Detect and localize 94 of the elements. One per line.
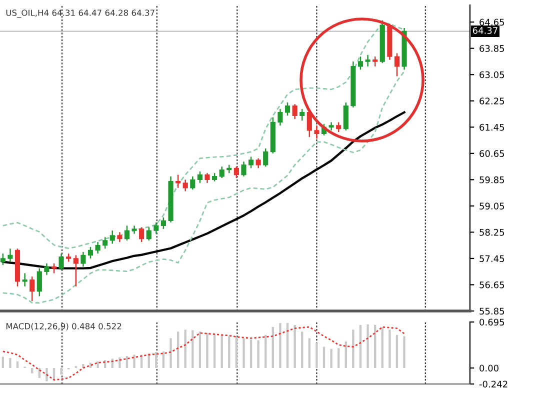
candlestick: [314, 124, 320, 140]
candlestick: [394, 52, 400, 77]
candlestick: [160, 216, 166, 230]
bar: [126, 356, 128, 368]
bar: [330, 348, 332, 368]
candlestick: [204, 172, 210, 184]
bar: [388, 330, 391, 368]
candlestick: [88, 246, 94, 260]
candlestick: [263, 148, 268, 168]
candlestick: [80, 251, 86, 268]
candlestick: [117, 232, 122, 243]
candlestick: [73, 254, 78, 287]
bar: [381, 326, 384, 368]
bar: [264, 334, 267, 368]
y-tick-label: 59.05: [480, 202, 504, 210]
ref-line-label: 64.37: [472, 27, 498, 34]
bar: [374, 324, 376, 368]
bar: [366, 324, 369, 368]
bar: [257, 340, 260, 368]
y-tick-label: -0.242: [479, 380, 508, 388]
bar: [228, 336, 230, 368]
bar: [46, 368, 48, 382]
bar: [162, 351, 165, 368]
y-tick-label: 64.65: [480, 18, 504, 26]
bar: [96, 361, 99, 368]
bar: [220, 334, 223, 368]
candlestick: [102, 236, 108, 250]
candlestick: [234, 166, 239, 179]
candlestick: [30, 276, 35, 302]
bar: [198, 332, 202, 368]
candlestick: [284, 102, 290, 116]
candlestick: [110, 230, 115, 244]
bar: [344, 342, 347, 368]
candlestick: [190, 176, 196, 190]
candlestick: [336, 122, 342, 133]
candlestick: [219, 166, 224, 179]
y-tick-label: 55.85: [480, 308, 504, 315]
candlestick: [36, 268, 42, 297]
bar: [279, 322, 282, 368]
bar: [338, 348, 340, 368]
bar: [206, 332, 208, 368]
candlestick: [365, 54, 370, 68]
candlestick: [8, 248, 13, 262]
bar: [294, 324, 296, 368]
candlestick: [197, 170, 202, 184]
y-tick-label: 63.85: [480, 45, 504, 52]
y-tick-label: 60.65: [480, 150, 504, 157]
line-series: [2, 70, 405, 304]
bar: [308, 338, 310, 368]
candlestick: [95, 241, 100, 254]
y-tick-label: 59.85: [480, 176, 504, 184]
y-tick-label: 58.25: [480, 228, 504, 236]
bar: [352, 330, 354, 368]
bar: [272, 326, 274, 368]
candlestick: [292, 104, 298, 120]
y-tick-label: 0.695: [480, 318, 504, 326]
text: US_OIL,H4 64.31 64.47 64.28 64.37: [6, 10, 154, 18]
candlestick: [278, 108, 283, 126]
y-tick-label: 62.25: [480, 98, 504, 104]
y-tick-label: 57.45: [480, 255, 504, 262]
bar: [118, 357, 121, 368]
bar: [170, 338, 172, 368]
candlestick: [182, 179, 188, 192]
bar: [31, 368, 34, 374]
candlestick: [44, 262, 50, 276]
candlestick: [139, 226, 144, 243]
bar: [322, 346, 326, 368]
candlestick: [146, 226, 152, 242]
candlestick: [22, 272, 28, 287]
y-tick-label: 56.65: [480, 281, 504, 288]
bar: [2, 356, 4, 368]
bar: [9, 358, 12, 368]
bar: [16, 361, 19, 368]
y-tick-label: 63.05: [480, 71, 504, 78]
candlestick: [248, 156, 254, 169]
candlestick: [176, 174, 181, 189]
bar: [242, 338, 245, 368]
candlestick: [0, 252, 6, 266]
candlestick: [256, 158, 261, 169]
bar: [403, 336, 406, 368]
bar: [301, 332, 304, 368]
bar: [396, 334, 398, 368]
candlestick: [241, 160, 246, 178]
candlestick: [300, 108, 305, 122]
y-tick-label: 0.00: [480, 364, 498, 372]
bar: [133, 354, 136, 368]
candlestick: [343, 102, 348, 132]
chart-title: MACD(12,26,9) 0.484 0.522: [6, 322, 122, 330]
candlestick: [358, 56, 364, 70]
bar: [250, 340, 252, 368]
candlestick: [372, 56, 378, 68]
y-tick-label: 61.45: [480, 124, 504, 131]
candlestick: [154, 222, 159, 234]
candlestick: [124, 225, 130, 242]
